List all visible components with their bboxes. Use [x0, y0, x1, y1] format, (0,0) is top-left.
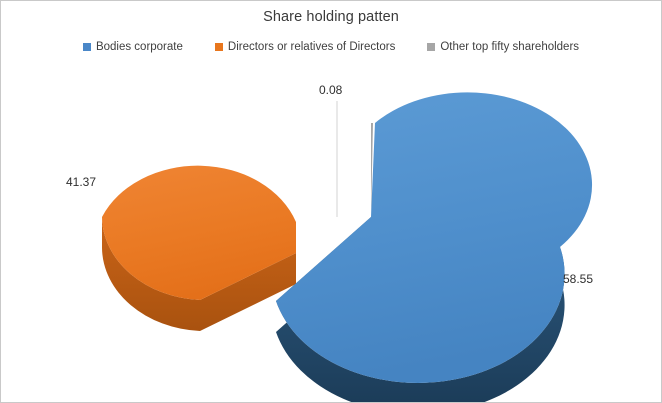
pie-slice-top-blue — [276, 92, 593, 383]
chart-title: Share holding patten — [263, 9, 399, 25]
pie-slice-top-orange — [102, 165, 296, 300]
square-swatch-icon — [82, 43, 91, 51]
data-label-other-top-fifty: 0.08 — [319, 83, 343, 97]
legend-item-label: Other top fifty shareholders — [440, 41, 580, 53]
data-label-directors: 41.37 — [66, 175, 97, 189]
data-label-bodies-corporate: 58.55 — [563, 272, 594, 286]
pie-slice-directors-or-relatives[interactable] — [102, 165, 296, 331]
legend-item-directors-or-relatives[interactable]: Directors or relatives of Directors — [214, 41, 396, 53]
pie-slice-top-gray — [371, 123, 373, 217]
legend-item-label: Directors or relatives of Directors — [227, 41, 396, 53]
legend-item-bodies-corporate[interactable]: Bodies corporate — [82, 41, 183, 53]
legend-item-other-top-fifty[interactable]: Other top fifty shareholders — [427, 41, 579, 53]
pie-slice-bodies-corporate[interactable] — [276, 92, 593, 403]
square-swatch-icon — [427, 43, 436, 51]
legend-item-label: Bodies corporate — [95, 41, 183, 53]
pie-slice-other-top-fifty[interactable] — [371, 123, 373, 217]
square-swatch-icon — [214, 43, 223, 51]
pie-slice-side-orange — [102, 217, 296, 331]
chart-legend: Bodies corporate Directors or relatives … — [1, 41, 661, 53]
